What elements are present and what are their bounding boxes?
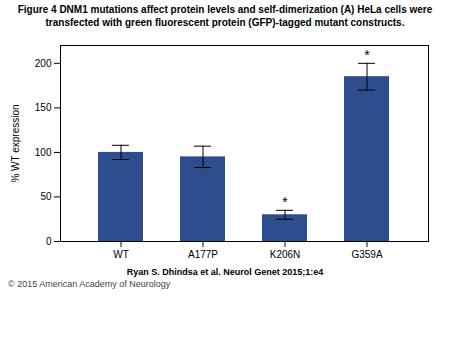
html-text:Ryan S. Dhindsa et al. Neurol: Ryan S. Dhindsa et al. Neurol Genet 2015… bbox=[126, 267, 324, 277]
html-text:© 2015 American Academy of Neu: © 2015 American Academy of Neurology bbox=[8, 278, 171, 289]
svg-text:*: * bbox=[282, 194, 288, 210]
html-text:Figure 4 DNM1 mutations affect: Figure 4 DNM1 mutations affect protein l… bbox=[17, 4, 433, 15]
svg-text:K206N: K206N bbox=[270, 249, 301, 260]
svg-text:% WT expression: % WT expression bbox=[10, 104, 21, 182]
svg-text:150: 150 bbox=[35, 102, 52, 113]
svg-text:A177P: A177P bbox=[188, 249, 218, 260]
svg-text:0: 0 bbox=[46, 236, 52, 247]
svg-text:100: 100 bbox=[35, 147, 52, 158]
svg-text:G359A: G359A bbox=[351, 249, 382, 260]
html-text:transfected with green fluores: transfected with green fluorescent prote… bbox=[45, 16, 405, 28]
svg-text:200: 200 bbox=[35, 58, 52, 69]
svg-text:WT: WT bbox=[113, 249, 129, 260]
svg-text:50: 50 bbox=[40, 191, 52, 202]
svg-text:*: * bbox=[364, 47, 370, 63]
